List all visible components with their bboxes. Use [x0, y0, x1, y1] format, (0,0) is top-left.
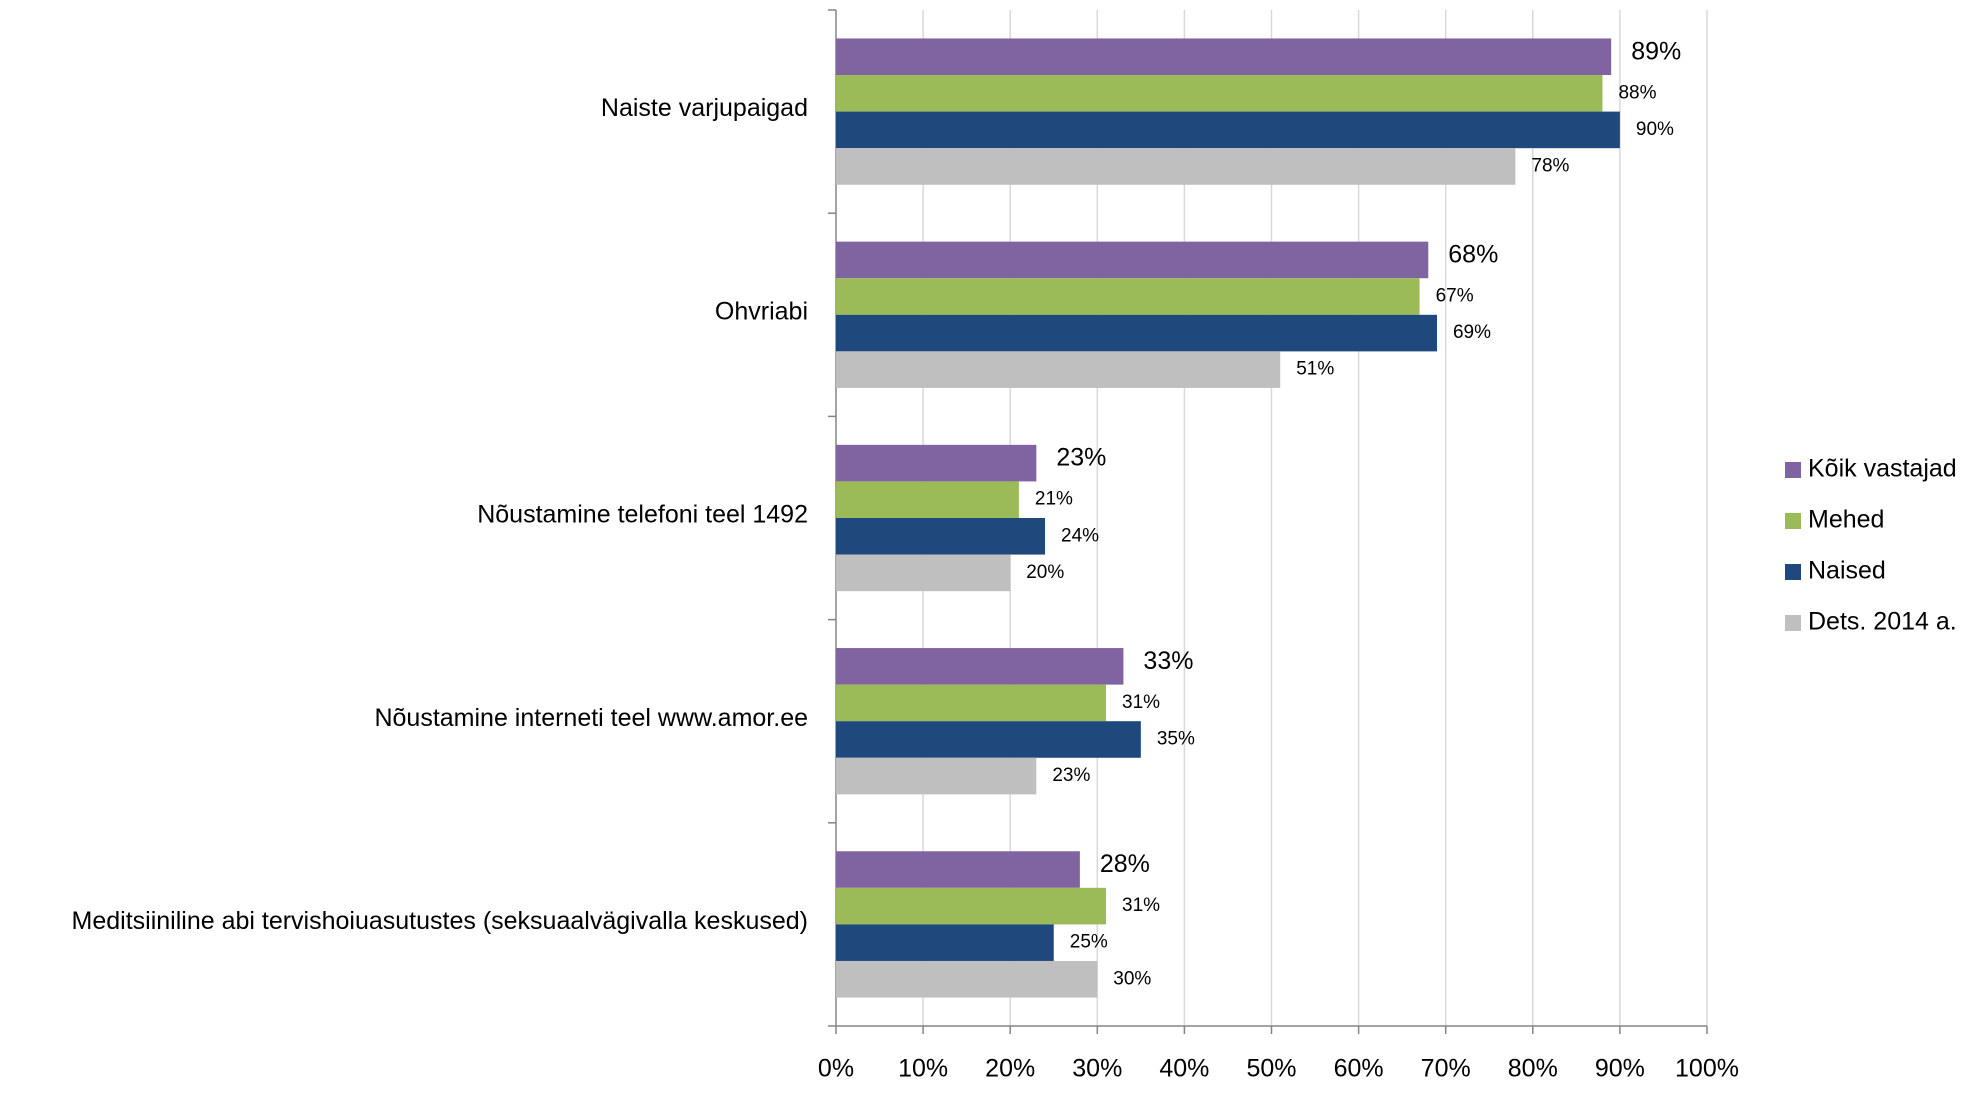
bar [836, 38, 1612, 76]
legend-label: Kõik vastajad [1808, 455, 1957, 483]
data-label: 90% [1636, 119, 1674, 140]
bar [836, 351, 1281, 388]
x-tick-label: 40% [1159, 1055, 1209, 1083]
data-label: 21% [1035, 489, 1073, 510]
y-tick-label: Nõustamine interneti teel www.amor.ee [374, 704, 808, 732]
x-tick-label: 30% [1072, 1055, 1122, 1083]
bar [836, 721, 1141, 758]
legend-swatch [1785, 513, 1801, 529]
legend-swatch [1785, 462, 1801, 478]
data-label: 33% [1143, 647, 1193, 675]
y-tick-label: Ohvriabi [715, 297, 808, 325]
data-label: 24% [1061, 525, 1099, 546]
bar [836, 518, 1046, 555]
bar [836, 757, 1037, 795]
legend-label: Naised [1808, 557, 1886, 585]
data-label: 25% [1070, 932, 1108, 953]
bar [836, 148, 1516, 185]
data-label: 68% [1448, 241, 1498, 269]
bar [836, 481, 1019, 518]
x-tick-label: 80% [1508, 1055, 1558, 1083]
data-label: 20% [1026, 562, 1064, 583]
bar [836, 554, 1011, 592]
bar [836, 887, 1107, 925]
legend-label: Dets. 2014 a. [1808, 608, 1957, 636]
x-tick-label: 70% [1421, 1055, 1471, 1083]
legend-swatch [1785, 564, 1801, 580]
bar [836, 444, 1037, 482]
bar [836, 960, 1098, 998]
x-tick-label: 100% [1675, 1055, 1739, 1083]
y-tick-label: Meditsiiniline abi tervishoiuasutustes (… [72, 907, 808, 935]
data-label: 31% [1122, 692, 1160, 713]
x-tick-label: 0% [818, 1055, 854, 1083]
bar [836, 278, 1420, 315]
bar [836, 924, 1054, 961]
data-label: 30% [1113, 968, 1151, 989]
data-label: 89% [1631, 37, 1681, 65]
bar [836, 314, 1437, 352]
x-tick-label: 50% [1246, 1055, 1296, 1083]
data-label: 35% [1157, 729, 1195, 750]
y-tick-label: Naiste varjupaigad [601, 94, 808, 122]
data-label: 51% [1296, 359, 1334, 380]
x-tick-label: 60% [1334, 1055, 1384, 1083]
legend-swatch [1785, 615, 1801, 631]
data-label: 69% [1453, 322, 1491, 343]
x-tick-label: 20% [985, 1055, 1035, 1083]
data-label: 23% [1056, 444, 1106, 472]
bar [836, 241, 1429, 279]
y-tick-label: Nõustamine telefoni teel 1492 [477, 501, 808, 529]
data-label: 31% [1122, 895, 1160, 916]
x-tick-label: 90% [1595, 1055, 1645, 1083]
legend-label: Mehed [1808, 506, 1884, 534]
x-tick-label: 10% [898, 1055, 948, 1083]
bar [836, 684, 1107, 722]
data-label: 67% [1436, 286, 1474, 307]
data-label: 28% [1100, 850, 1150, 878]
data-label: 78% [1531, 155, 1569, 176]
bar [836, 851, 1080, 888]
data-label: 88% [1618, 82, 1656, 103]
data-label: 23% [1052, 765, 1090, 786]
bar [836, 75, 1603, 112]
bar [836, 111, 1620, 149]
bar [836, 648, 1124, 685]
